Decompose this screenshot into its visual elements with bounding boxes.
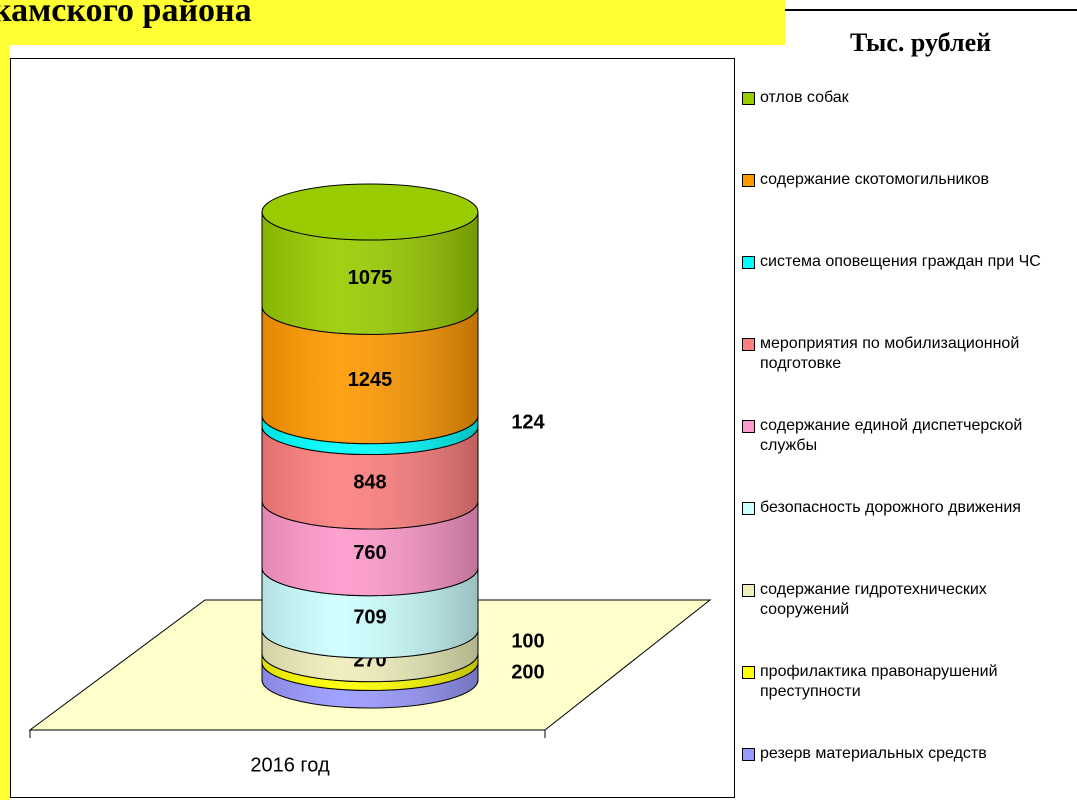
data-label: 100: [511, 630, 544, 652]
legend-item: содержание единой диспетчерской службы: [742, 416, 1077, 456]
legend-label: безопасность дорожного движения: [760, 499, 1021, 516]
legend-item: безопасность дорожного движения: [742, 498, 1077, 518]
segment-shade: [262, 500, 478, 596]
legend-item: содержание гидротехнических сооружений: [742, 580, 1077, 620]
legend-label: содержание гидротехнических сооружений: [760, 581, 987, 618]
legend-swatch: [742, 748, 755, 761]
title-banner: камского района: [0, 0, 785, 45]
legend-item: содержание скотомогильников: [742, 170, 1077, 190]
data-label: 848: [353, 472, 386, 494]
segment-shade: [262, 629, 478, 682]
legend-swatch: [742, 584, 755, 597]
data-label: 760: [353, 542, 386, 564]
legend-swatch: [742, 666, 755, 679]
legend-item: резерв материальных средств: [742, 744, 1077, 764]
legend-item: система оповещения граждан при ЧС: [742, 252, 1077, 272]
data-label: 124: [511, 411, 545, 433]
legend-swatch: [742, 338, 755, 351]
legend-swatch: [742, 502, 755, 515]
legend-label: система оповещения граждан при ЧС: [760, 253, 1041, 270]
legend-swatch: [742, 256, 755, 269]
segment-shade: [262, 653, 478, 691]
x-tick-label: 2016 год: [250, 754, 330, 776]
legend-label: отлов собак: [760, 89, 849, 106]
data-label: 1075: [348, 267, 393, 289]
legend-item: профилактика правонарушений преступности: [742, 662, 1077, 702]
legend-label: резерв материальных средств: [760, 745, 987, 762]
data-label: 200: [511, 662, 544, 684]
segment-shade: [262, 415, 478, 455]
segment-shade: [262, 662, 478, 708]
legend-label: содержание скотомогильников: [760, 171, 990, 188]
segment-shade: [262, 426, 478, 529]
legend-label: содержание единой диспетчерской службы: [760, 417, 1023, 454]
unit-label: Тыс. рублей: [850, 28, 992, 57]
legend-swatch: [742, 420, 755, 433]
segment-shade: [262, 306, 478, 444]
data-label: 1245: [348, 369, 393, 391]
legend-label: профилактика правонарушений преступности: [760, 663, 998, 700]
legend-label: мероприятия по мобилизационной подготовк…: [760, 335, 1020, 372]
plot-area: [10, 58, 735, 798]
rule: [785, 9, 1077, 11]
legend-swatch: [742, 174, 755, 187]
title: камского района: [0, 0, 252, 29]
segment-top: [261, 183, 479, 241]
segment-shade: [262, 212, 478, 335]
legend-item: отлов собак: [742, 88, 1077, 108]
legend-item: мероприятия по мобилизационной подготовк…: [742, 334, 1077, 374]
legend-swatch: [742, 92, 755, 105]
data-label: 709: [353, 607, 386, 629]
side-strip: [0, 45, 10, 800]
segment-shade: [262, 567, 478, 658]
